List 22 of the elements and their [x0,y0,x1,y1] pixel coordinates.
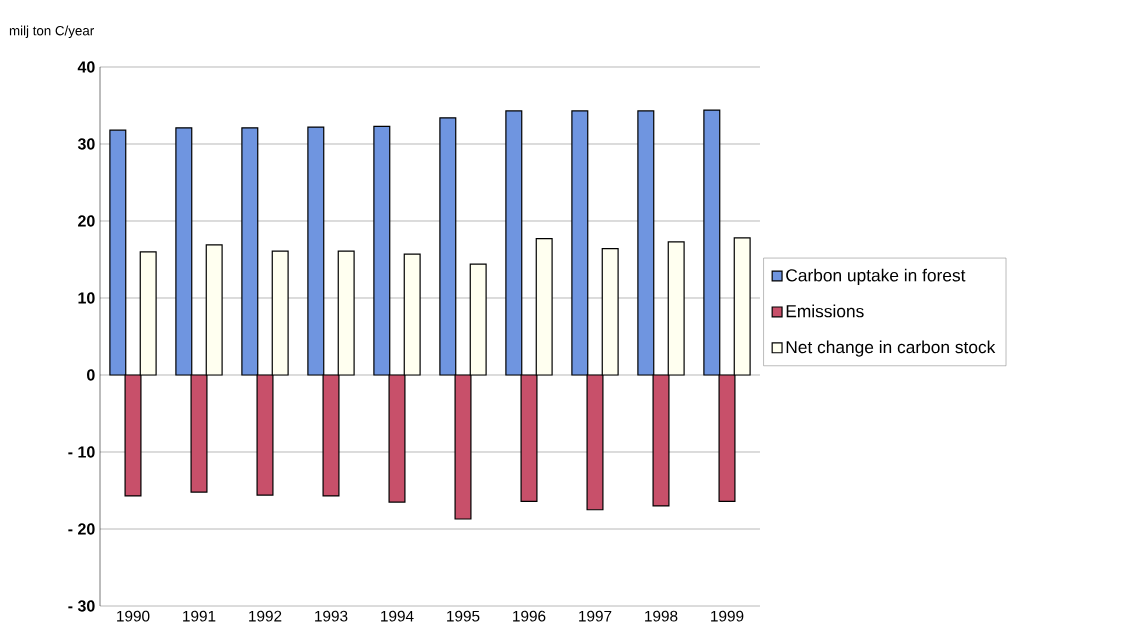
x-tick-label: 1994 [381,610,414,622]
y-tick-label: - 10 [68,446,95,458]
x-tick-label: 1993 [315,610,348,622]
x-tick-label: 1999 [711,610,744,622]
x-tick-label: 1996 [513,610,546,622]
x-tick-label: 1991 [183,610,216,622]
y-tick-label: 10 [78,292,95,304]
y-tick-label: 0 [87,369,95,381]
y-axis-title: milj ton C/year [9,25,94,39]
x-tick-label: 1992 [249,610,282,622]
y-tick-label: - 30 [68,600,95,612]
x-tick-label: 1997 [579,610,612,622]
x-tick-label: 1998 [645,610,678,622]
y-tick-label: 30 [77,138,95,150]
legend-label: Net change in carbon stock [786,340,996,357]
y-tick-label: - 20 [68,523,95,535]
y-tick-label: 40 [77,61,95,73]
x-tick-label: 1995 [447,610,480,622]
y-tick-label: 20 [78,215,95,227]
legend-label: Carbon uptake in forest [786,268,966,285]
legend-label: Emissions [786,304,864,318]
x-tick-label: 1990 [117,610,150,622]
